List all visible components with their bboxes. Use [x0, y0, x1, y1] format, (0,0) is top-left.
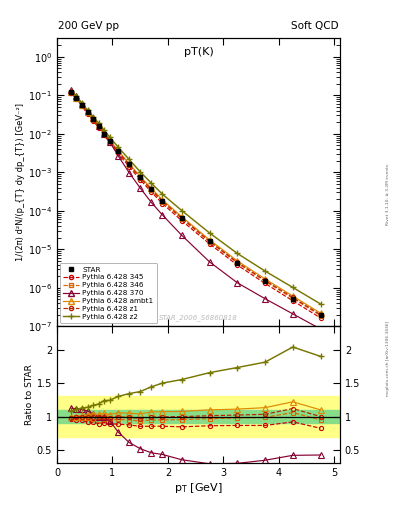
Y-axis label: Ratio to STAR: Ratio to STAR	[25, 365, 34, 425]
Text: Soft QCD: Soft QCD	[291, 20, 339, 31]
Y-axis label: 1/(2π) d²N/(p_{T} dy dp_{T}) [GeV⁻²]: 1/(2π) d²N/(p_{T} dy dp_{T}) [GeV⁻²]	[16, 103, 25, 261]
Text: 200 GeV pp: 200 GeV pp	[58, 20, 119, 31]
X-axis label: $\mathregular{p_T}$ [GeV]: $\mathregular{p_T}$ [GeV]	[174, 481, 223, 495]
Text: pT(K): pT(K)	[184, 47, 213, 57]
Text: STAR_2006_S6860818: STAR_2006_S6860818	[159, 314, 238, 321]
Bar	[57, 396, 340, 437]
Legend: STAR, Pythia 6.428 345, Pythia 6.428 346, Pythia 6.428 370, Pythia 6.428 ambt1, : STAR, Pythia 6.428 345, Pythia 6.428 346…	[60, 263, 157, 324]
Text: Rivet 3.1.10, ≥ 3.2M events: Rivet 3.1.10, ≥ 3.2M events	[386, 164, 390, 225]
Text: mcplots.cern.ch [arXiv:1306.3436]: mcplots.cern.ch [arXiv:1306.3436]	[386, 321, 390, 396]
Bar	[57, 410, 340, 423]
